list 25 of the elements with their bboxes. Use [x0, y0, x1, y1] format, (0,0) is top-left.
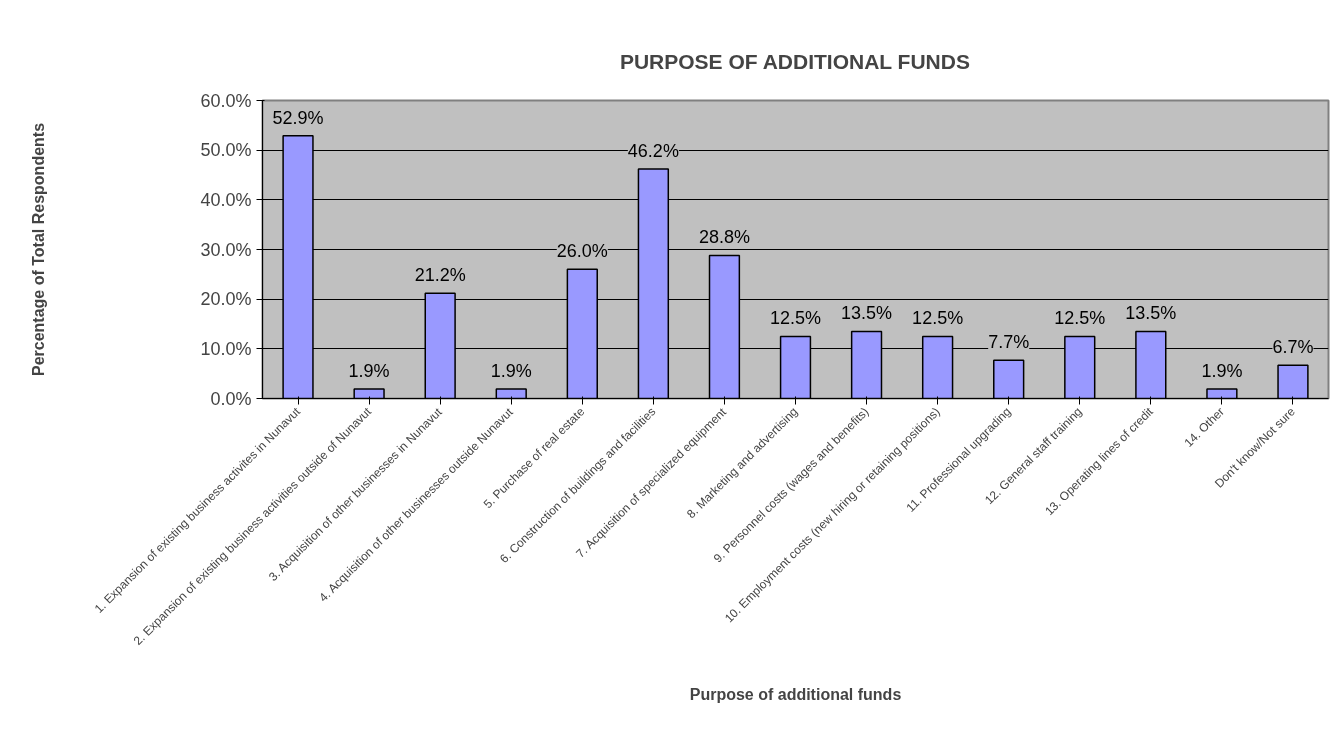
- x-axis-title: Purpose of additional funds: [689, 685, 902, 703]
- data-label: 13.5%: [841, 303, 893, 324]
- data-label: 1.9%: [490, 361, 532, 382]
- data-label: 26.0%: [556, 241, 608, 262]
- data-label: 13.5%: [1125, 303, 1177, 324]
- data-label: 12.5%: [912, 308, 964, 329]
- data-label: 52.9%: [272, 107, 324, 128]
- data-label: 12.5%: [1054, 308, 1106, 329]
- data-label: 21.2%: [414, 265, 466, 286]
- data-label: 1.9%: [348, 361, 390, 382]
- data-label: 1.9%: [1201, 361, 1243, 382]
- data-label: 6.7%: [1272, 337, 1314, 358]
- data-label: 12.5%: [769, 308, 822, 329]
- data-label: 46.2%: [627, 141, 679, 162]
- y-tick-label: 30.0%: [200, 239, 252, 260]
- y-tick-label: 0.0%: [210, 388, 252, 409]
- y-tick-label: 20.0%: [200, 289, 252, 310]
- y-tick-label: 60.0%: [200, 90, 252, 111]
- y-tick-label: 50.0%: [200, 140, 252, 161]
- chart-title: PURPOSE OF ADDITIONAL FUNDS: [619, 50, 970, 73]
- y-axis-title: Percentage of Total Respondents: [30, 122, 48, 377]
- y-tick-label: 10.0%: [200, 338, 252, 359]
- y-tick-label: 40.0%: [200, 189, 252, 210]
- data-label: 7.7%: [988, 332, 1030, 353]
- data-label: 28.8%: [698, 227, 750, 248]
